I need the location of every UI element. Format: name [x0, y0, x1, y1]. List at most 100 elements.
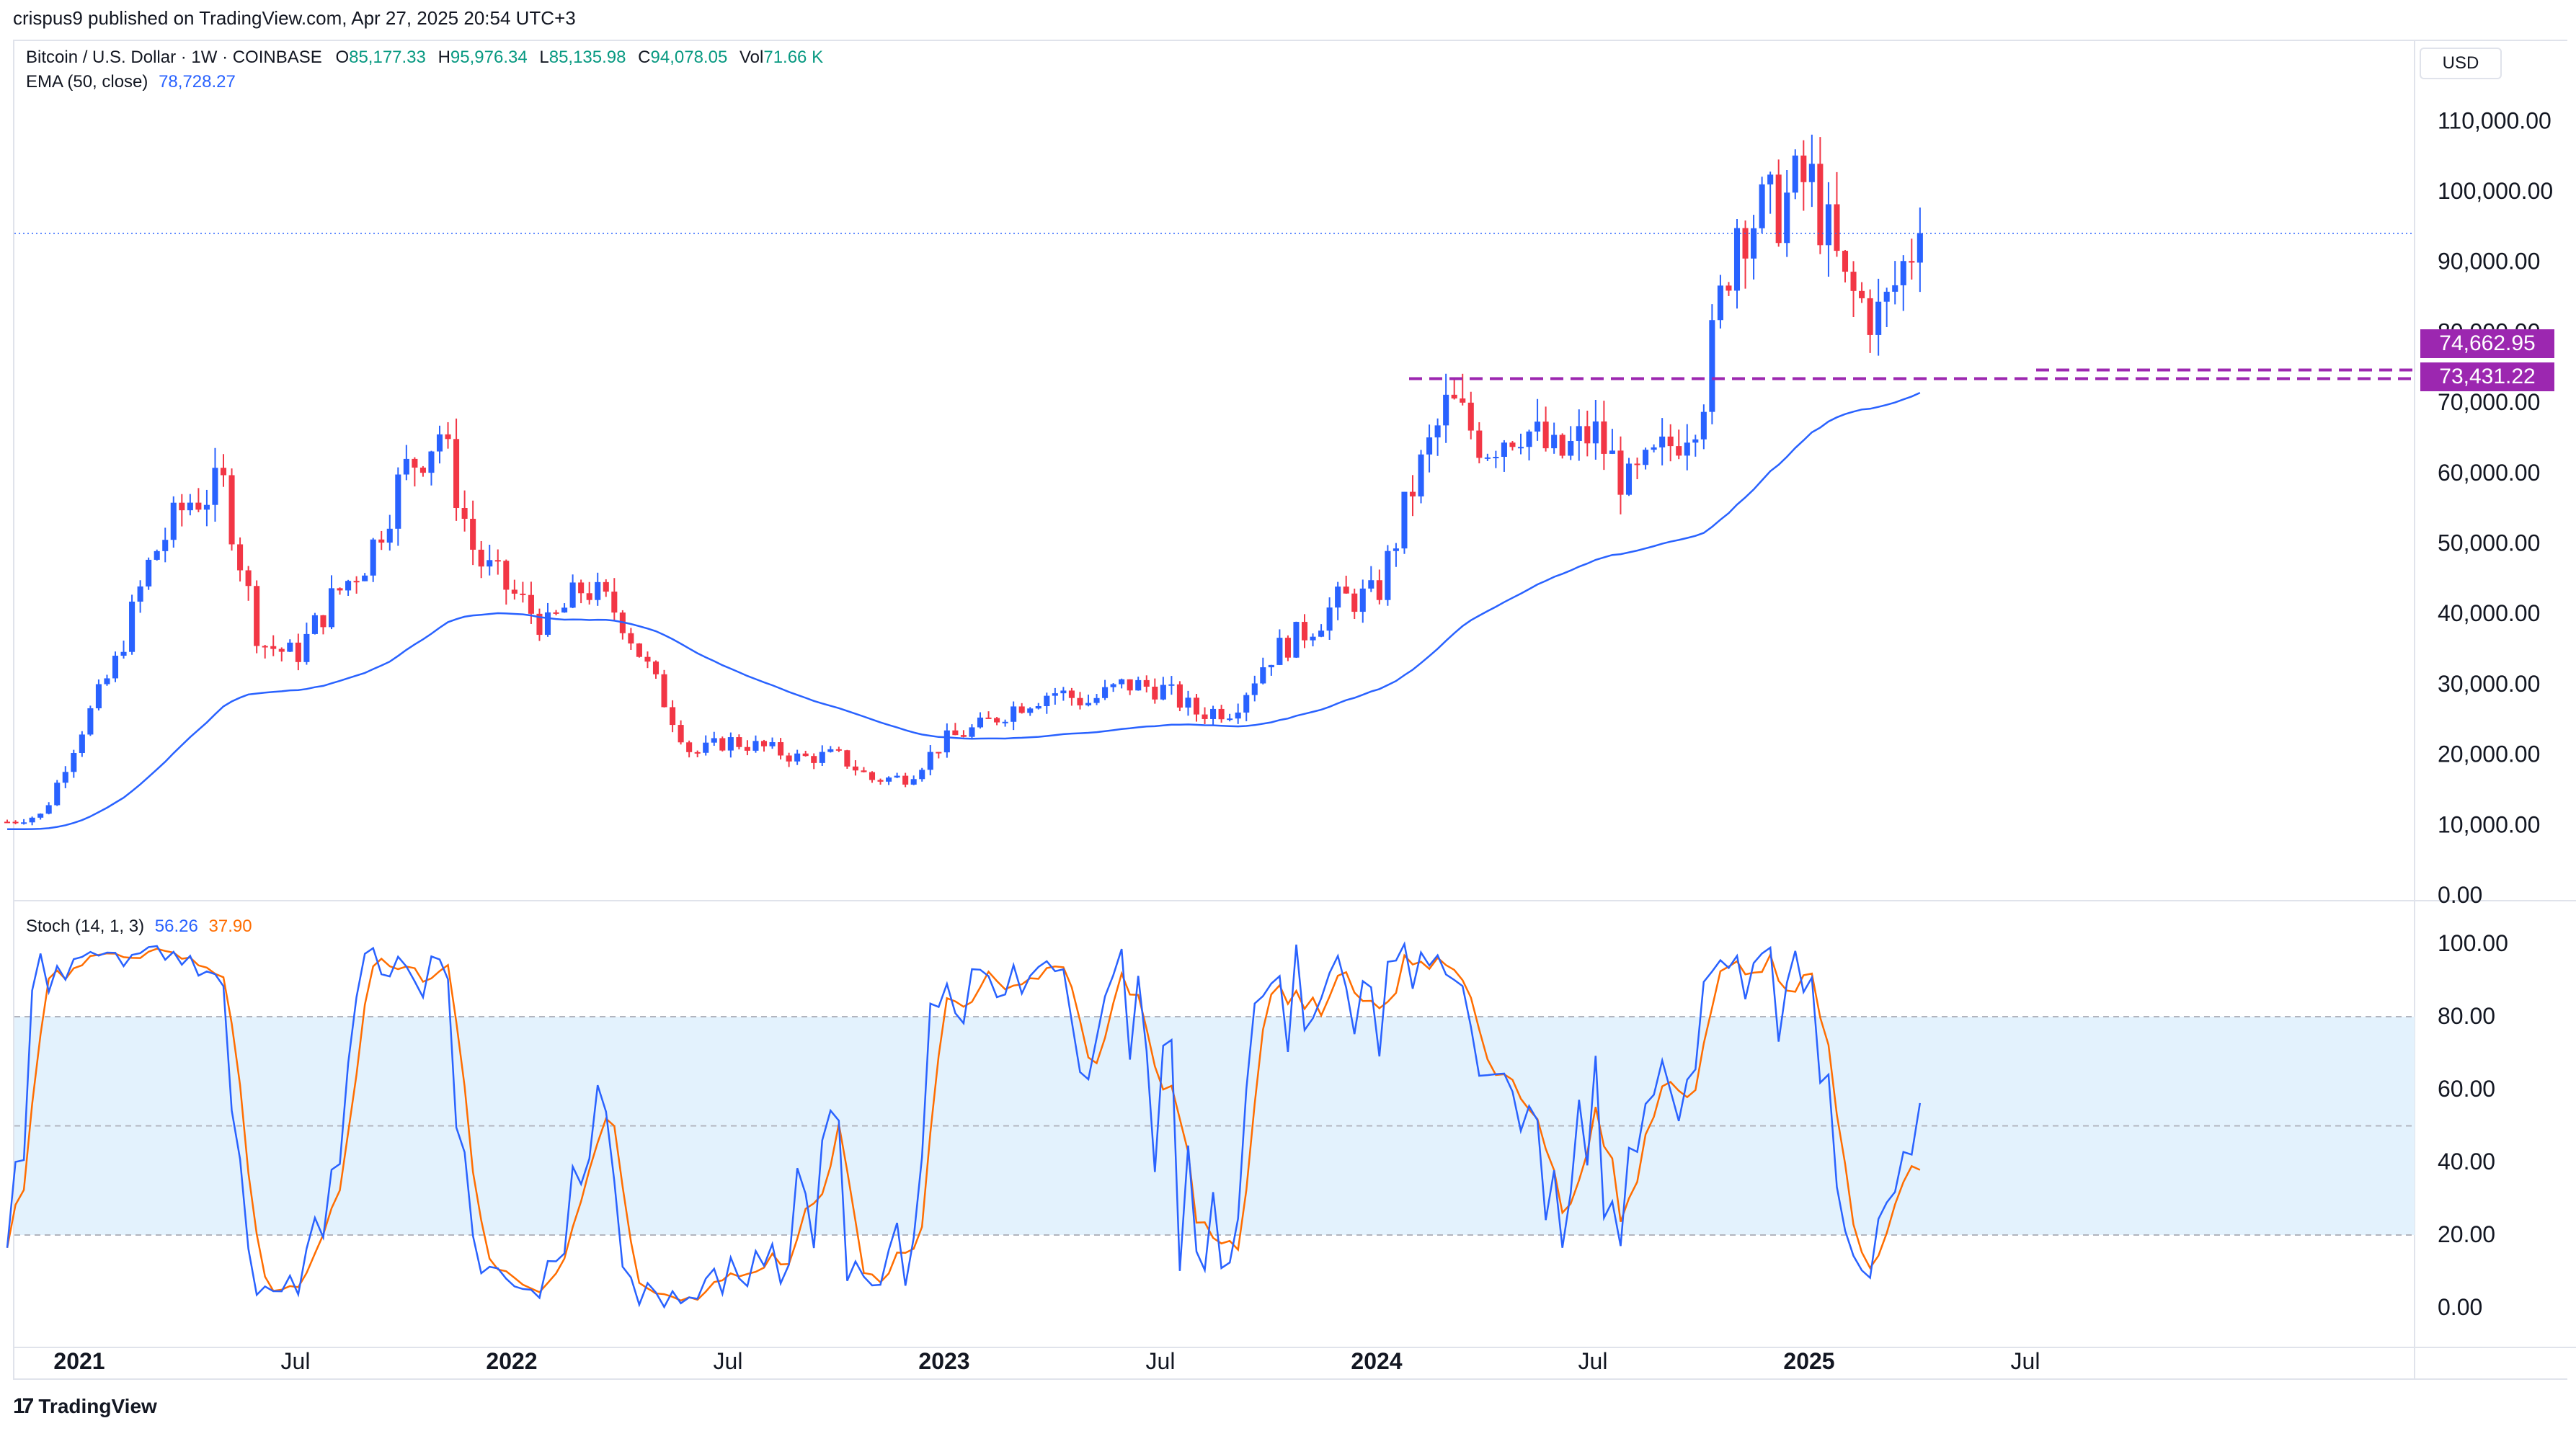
candle-up — [1359, 588, 1366, 612]
candle-up — [1235, 712, 1241, 719]
candle-down — [811, 756, 817, 763]
candle-down — [1617, 450, 1624, 495]
candle-up — [794, 753, 801, 762]
candle-up — [769, 742, 776, 746]
ema-label[interactable]: EMA (50, close) — [26, 72, 148, 92]
candle-down — [1676, 446, 1682, 456]
candle-down — [1509, 442, 1516, 447]
candle-up — [886, 777, 892, 782]
candle-up — [1709, 320, 1715, 412]
candle-up — [1434, 425, 1441, 438]
stoch-label[interactable]: Stoch (14, 1, 3) — [26, 917, 145, 936]
stoch-legend: Stoch (14, 1, 3) 56.26 37.90 — [26, 917, 252, 937]
candle-down — [220, 468, 227, 476]
candle-up — [1318, 630, 1325, 637]
candle-down — [760, 741, 768, 746]
candle-up — [1093, 697, 1100, 703]
ema-value: 78,728.27 — [159, 72, 236, 92]
tradingview-footer[interactable]: 17 TradingView — [13, 1394, 157, 1419]
candle-down — [736, 737, 742, 747]
publisher-line: crispus9 published on TradingView.com, A… — [13, 7, 576, 29]
price-tick-label: 100,000.00 — [2438, 178, 2553, 204]
candle-up — [79, 734, 85, 754]
candle-up — [120, 651, 127, 656]
candle-down — [1351, 593, 1358, 612]
candle-up — [1576, 426, 1582, 442]
candle-down — [237, 544, 244, 571]
candle-up — [370, 539, 376, 576]
price-tick-label: 10,000.00 — [2438, 811, 2540, 837]
open-value: 85,177.33 — [349, 48, 426, 67]
candle-down — [503, 561, 510, 590]
candle-up — [1792, 155, 1798, 193]
candle-up — [1493, 457, 1499, 459]
candle-up — [1700, 411, 1707, 440]
candle-up — [1268, 664, 1274, 668]
candle-down — [719, 738, 726, 751]
candle-down — [1476, 430, 1483, 458]
candle-up — [1767, 174, 1774, 184]
time-tick-label: 2021 — [53, 1348, 105, 1374]
candle-up — [95, 684, 102, 708]
candle-up — [1568, 441, 1574, 456]
candle-up — [1293, 622, 1300, 658]
candle-down — [1077, 697, 1083, 705]
low-label: L — [539, 48, 549, 67]
candle-down — [1376, 580, 1382, 600]
candle-up — [403, 458, 409, 475]
candle-up — [328, 588, 335, 628]
candle-up — [1276, 638, 1283, 665]
candle-up — [977, 717, 984, 728]
candle-down — [1775, 174, 1782, 244]
support-tag-lower: 73,431.22 — [2420, 362, 2554, 391]
candle-down — [1343, 587, 1349, 594]
candle-down — [994, 718, 1000, 723]
stoch-d-line — [6, 948, 1921, 1302]
candle-down — [195, 502, 202, 510]
symbol-title[interactable]: Bitcoin / U.S. Dollar · 1W · COINBASE — [26, 48, 322, 67]
candle-up — [1692, 439, 1699, 443]
candles-group — [4, 134, 1923, 826]
candle-down — [1850, 272, 1857, 291]
stoch-k-value: 56.26 — [154, 917, 198, 936]
candle-up — [45, 805, 52, 814]
candle-down — [4, 821, 11, 824]
stoch-tick-label: 80.00 — [2438, 1003, 2495, 1029]
open-label: O — [335, 48, 350, 67]
candle-down — [835, 749, 842, 751]
stoch-tick-label: 40.00 — [2438, 1149, 2495, 1174]
candle-up — [910, 779, 917, 785]
candle-down — [520, 593, 526, 595]
candle-up — [561, 607, 568, 613]
candle-down — [1284, 638, 1291, 658]
chart-frame — [13, 40, 2567, 1380]
candle-down — [628, 633, 634, 644]
candle-up — [1651, 447, 1657, 450]
candle-down — [1152, 687, 1158, 700]
candle-up — [1733, 228, 1741, 291]
candle-up — [1011, 706, 1017, 722]
candle-down — [1018, 706, 1025, 713]
candle-down — [877, 780, 884, 782]
currency-badge[interactable]: USD — [2420, 48, 2502, 79]
candle-up — [1808, 164, 1815, 182]
candle-up — [1185, 697, 1191, 708]
candle-up — [154, 550, 160, 560]
candle-up — [919, 770, 925, 780]
candle-up — [428, 451, 435, 473]
candle-up — [104, 678, 110, 685]
candle-up — [1659, 436, 1666, 447]
candle-down — [511, 589, 518, 594]
candle-up — [969, 727, 975, 737]
ema-legend: EMA (50, close) 78,728.27 — [26, 72, 236, 92]
candle-down — [1467, 402, 1474, 431]
candle-up — [386, 528, 393, 543]
candle-up — [943, 730, 950, 753]
candle-up — [395, 474, 401, 529]
candle-up — [1027, 708, 1034, 713]
candle-down — [278, 648, 285, 652]
candle-down — [1218, 708, 1225, 720]
candle-up — [362, 575, 368, 581]
price-tick-label: 20,000.00 — [2438, 741, 2540, 767]
